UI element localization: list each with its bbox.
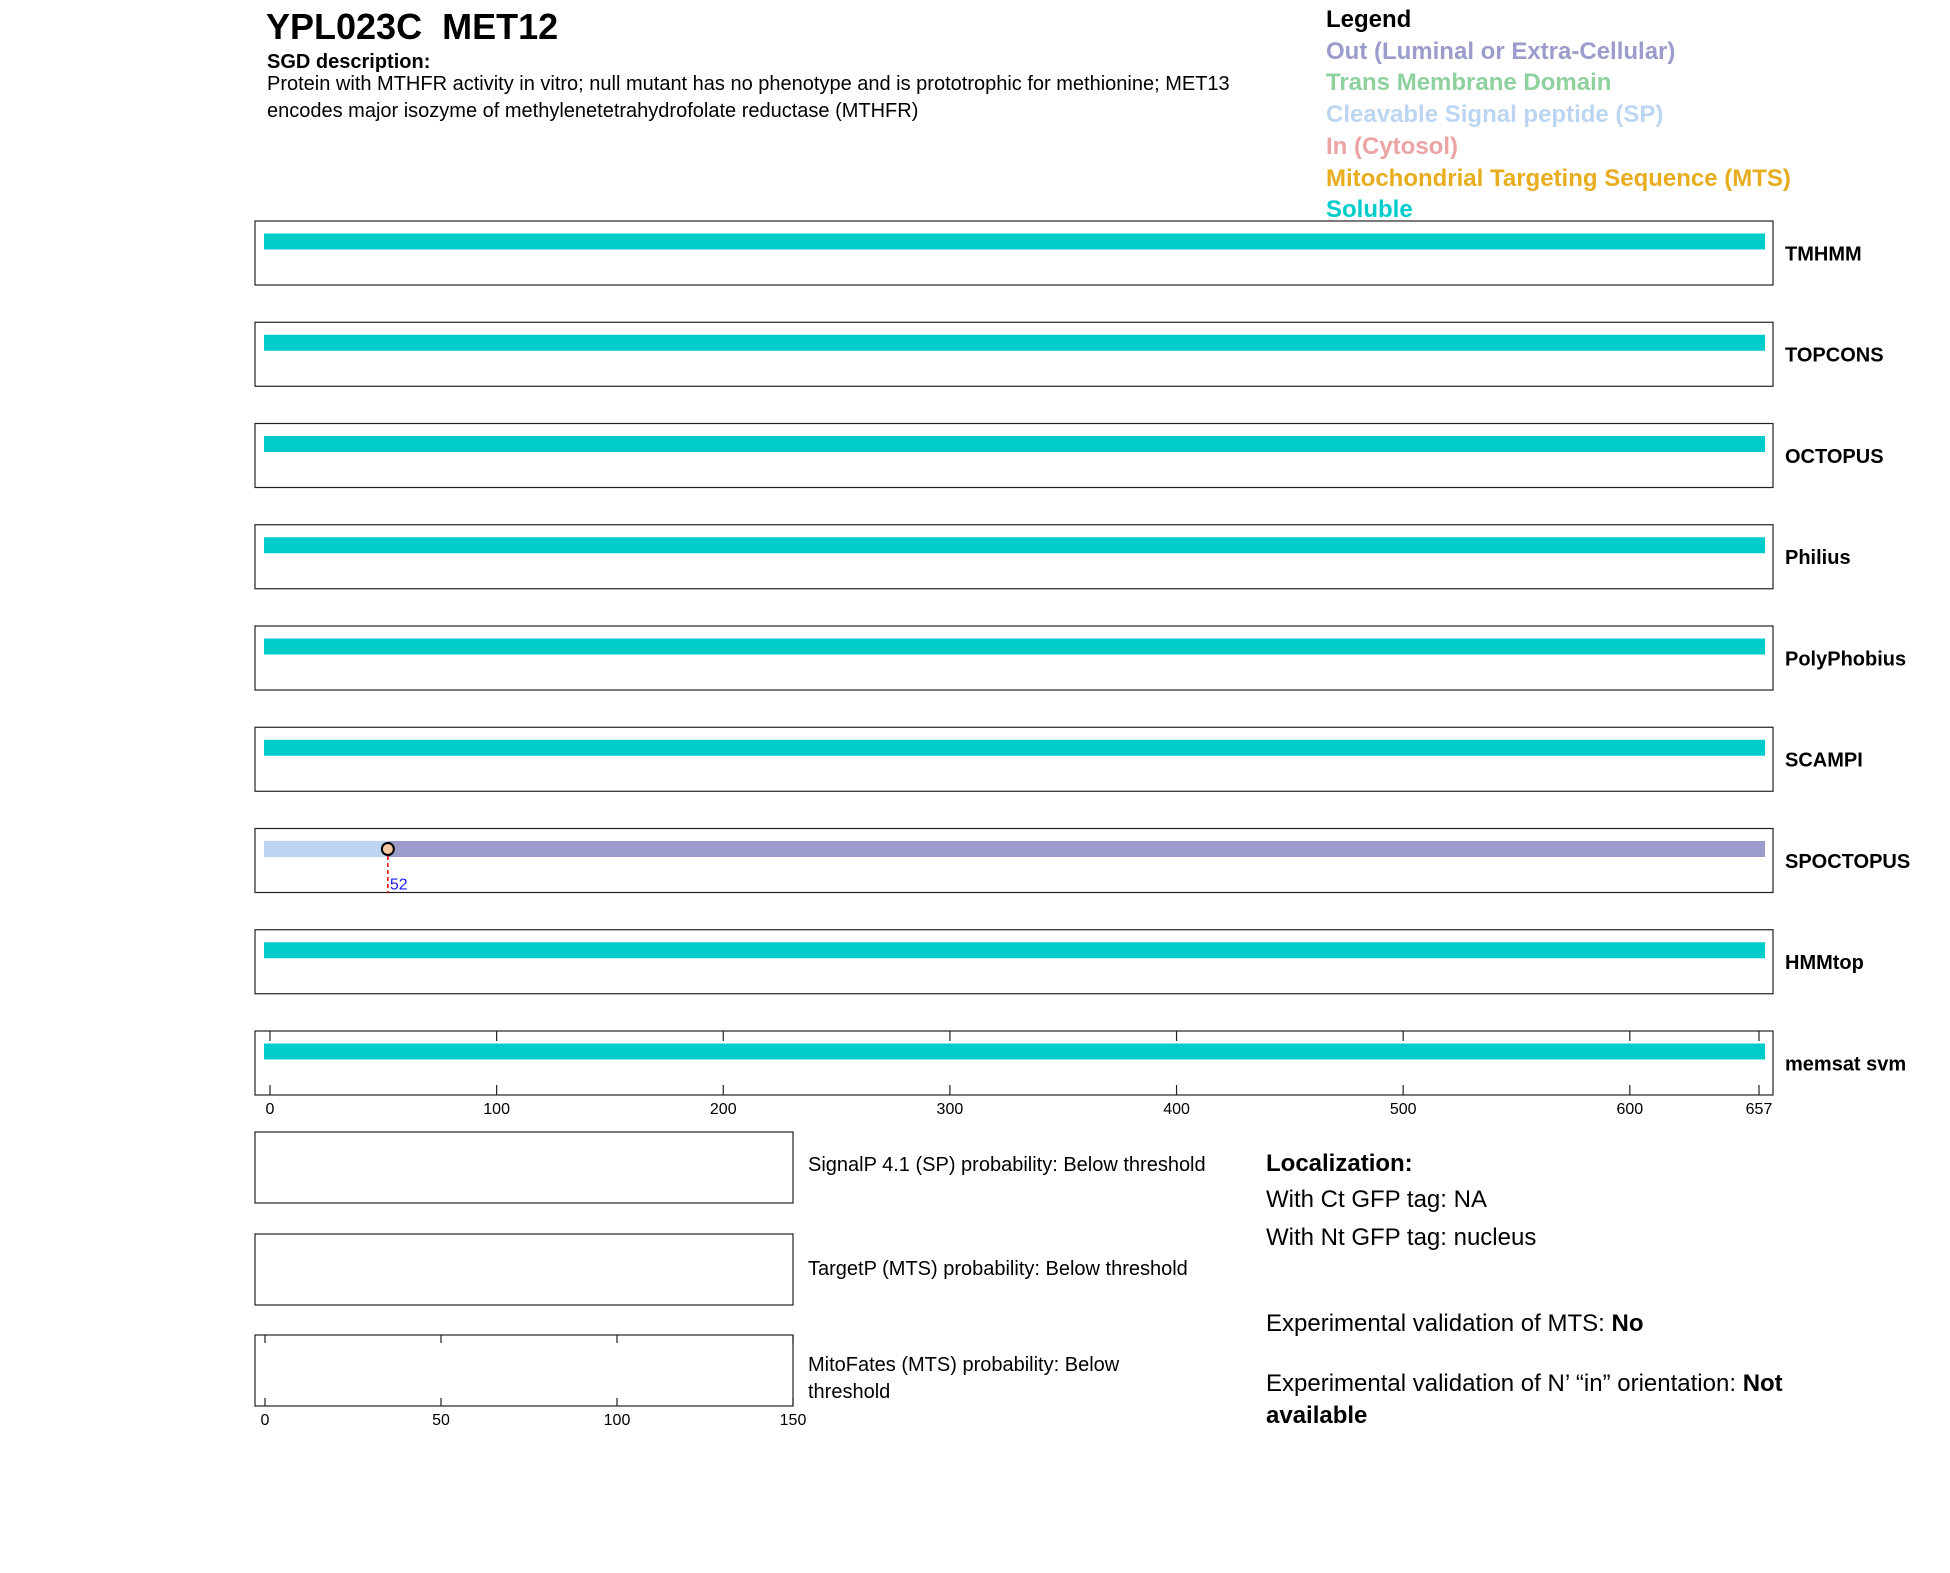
cleavage-label: 52: [390, 877, 408, 894]
segment: [264, 841, 388, 857]
track-name: HMMtop: [1785, 952, 1864, 974]
track-box: [254, 220, 1774, 286]
track-name: SCAMPI: [1785, 750, 1863, 772]
track-name: TMHMM: [1785, 243, 1862, 265]
track-name: memsat svm: [1785, 1053, 1906, 1075]
probability-box: [254, 1233, 794, 1306]
track-box: [254, 726, 1774, 792]
x-tick-label: 150: [780, 1412, 807, 1429]
track-name: OCTOPUS: [1785, 446, 1884, 468]
segment: [264, 233, 1765, 250]
segment: [264, 436, 1765, 452]
signalp-label: SignalP 4.1 (SP) probability: Below thre…: [808, 1154, 1206, 1176]
segment: [264, 638, 1765, 655]
orientation-validation-label: Experimental validation of N’ “in” orien…: [1266, 1370, 1737, 1397]
track-box: [254, 1030, 1774, 1096]
segment: [264, 537, 1765, 554]
x-tick-label: 0: [266, 1101, 275, 1118]
x-tick-label: 50: [432, 1412, 450, 1429]
probability-box: [254, 1334, 794, 1407]
segment: [264, 334, 1765, 351]
mitofates-label: MitoFates (MTS) probability: Below thres…: [808, 1354, 1120, 1403]
x-tick-label: 300: [937, 1101, 964, 1118]
track-name: SPOCTOPUS: [1785, 851, 1910, 873]
track-name: Philius: [1785, 547, 1851, 569]
x-tick-label: 400: [1163, 1101, 1190, 1118]
nt-gfp: With Nt GFP tag: nucleus: [1266, 1224, 1537, 1251]
x-tick-label: 100: [604, 1412, 631, 1429]
x-tick-label: 200: [710, 1101, 737, 1118]
track-name: TOPCONS: [1785, 345, 1884, 367]
segment: [264, 739, 1765, 756]
legend-title: Legend: [1326, 6, 1412, 33]
cleavage-site: [380, 842, 395, 856]
description-label: SGD description:: [267, 51, 431, 73]
track-box: [254, 321, 1774, 387]
track-name: PolyPhobius: [1785, 648, 1906, 670]
legend-entry: Out (Luminal or Extra-Cellular): [1326, 37, 1676, 65]
segment: [264, 1043, 1765, 1060]
x-tick-label: 657: [1746, 1101, 1773, 1118]
segment: [387, 841, 1765, 857]
mts-validation-label: Experimental validation of MTS:: [1266, 1310, 1605, 1337]
x-tick-label: 500: [1390, 1101, 1417, 1118]
segment: [264, 942, 1765, 959]
x-tick-label: 0: [261, 1412, 270, 1429]
legend-entry: Mitochondrial Targeting Sequence (MTS): [1326, 164, 1791, 192]
orientation-validation: Experimental validation of N’ “in” orien…: [1266, 1368, 1826, 1432]
legend-entry: Cleavable Signal peptide (SP): [1326, 101, 1664, 129]
description: Protein with MTHFR activity in vitro; nu…: [267, 73, 1230, 122]
probability-box: [254, 1131, 794, 1204]
legend-entry: Trans Membrane Domain: [1326, 69, 1612, 97]
mts-validation: Experimental validation of MTS: No: [1266, 1308, 1826, 1340]
localization-title: Localization:: [1266, 1150, 1413, 1177]
ct-gfp: With Ct GFP tag: NA: [1266, 1186, 1487, 1213]
track-box: [254, 827, 1774, 894]
mts-validation-value: No: [1611, 1310, 1644, 1337]
legend-entry: In (Cytosol): [1326, 132, 1458, 160]
x-tick-label: 100: [483, 1101, 510, 1118]
legend-entry: Soluble: [1326, 196, 1413, 224]
legend: Legend Out (Luminal or Extra-Cellular) Tr…: [1326, 4, 1791, 226]
x-tick-label: 600: [1616, 1101, 1643, 1118]
gene-title: YPL023C MET12: [266, 6, 559, 47]
orientation-validation-value: Not available: [1266, 1370, 1783, 1429]
targetp-label: TargetP (MTS) probability: Below thresho…: [808, 1258, 1188, 1280]
track-box: [254, 422, 1774, 489]
track-box: [254, 929, 1774, 995]
track-box: [254, 625, 1774, 691]
track-box: [254, 524, 1774, 590]
